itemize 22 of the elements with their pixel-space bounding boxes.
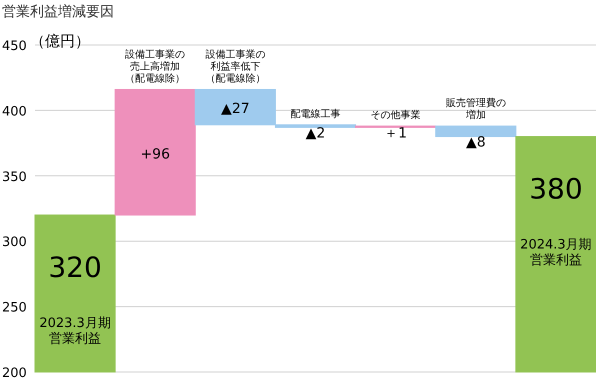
data-label: 380 <box>529 172 583 206</box>
x-tick-label: 2024.3月期営業利益 <box>520 238 592 268</box>
data-label: ▲27 <box>221 101 250 118</box>
x-tick-label: 販売管理費の増加 <box>446 97 506 122</box>
data-label: 320 <box>48 251 102 284</box>
data-label: ▲2 <box>306 125 326 142</box>
x-tick-label: 2023.3月期営業利益 <box>39 316 111 347</box>
y-tick-label: 350 <box>2 170 27 185</box>
y-tick-label: 300 <box>2 235 27 250</box>
chart-title: 営業利益増減要因 <box>2 3 114 20</box>
y-tick-label: 450 <box>2 39 27 54</box>
y-tick-label: 250 <box>2 300 27 316</box>
y-axis-title: （億円） <box>30 32 90 50</box>
x-tick-label: 設備工事業の利益率低下（配電線除） <box>205 48 266 84</box>
y-tick-label: 400 <box>2 104 27 120</box>
x-tick-label: 配電線工事 <box>290 108 340 120</box>
x-tick-label: 設備工事業の売上高増加（配電線除） <box>125 48 186 84</box>
data-label: ＋1 <box>384 125 408 142</box>
x-tick-label: その他事業 <box>370 109 421 122</box>
data-label: ▲8 <box>466 134 486 151</box>
data-label: +96 <box>140 146 170 162</box>
y-tick-label: 200 <box>2 366 27 380</box>
